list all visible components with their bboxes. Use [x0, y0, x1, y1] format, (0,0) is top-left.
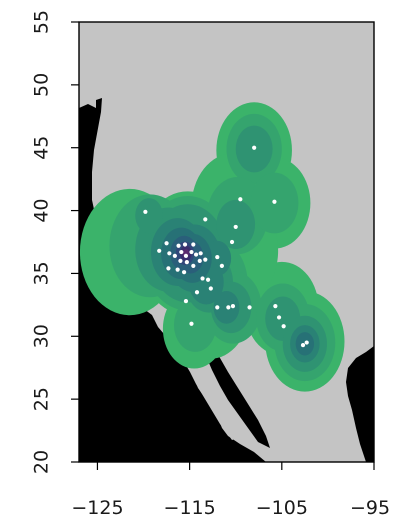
y-tick-label: 50: [31, 73, 53, 97]
observation-point: [172, 253, 177, 258]
plot-border: [78, 21, 375, 463]
observation-point: [183, 253, 189, 258]
observation-point: [238, 197, 243, 202]
observation-point: [272, 199, 277, 204]
observation-point: [193, 252, 199, 257]
observation-point: [219, 263, 224, 268]
observation-point: [226, 305, 231, 310]
plot-area: [79, 22, 374, 462]
observation-point: [197, 258, 202, 263]
y-tick-label: 45: [31, 136, 53, 160]
observation-point: [166, 266, 171, 271]
y-tick-label: 55: [31, 10, 53, 34]
observation-point: [233, 224, 238, 230]
observation-point: [247, 305, 252, 310]
y-tick-label: 25: [31, 387, 53, 411]
pacific-ocean: [79, 22, 266, 462]
observation-point: [191, 263, 196, 268]
observation-points: [143, 145, 309, 348]
observation-point: [200, 276, 205, 281]
observation-point: [181, 270, 187, 275]
observation-point: [175, 267, 180, 272]
observation-point: [179, 249, 184, 255]
observation-point: [273, 304, 278, 309]
observation-point: [203, 257, 208, 262]
observation-point: [184, 260, 189, 265]
observation-point: [215, 305, 220, 310]
observation-point: [252, 145, 257, 150]
observation-point: [300, 342, 306, 348]
observation-point: [189, 249, 194, 255]
observation-point: [215, 254, 220, 260]
observation-point: [189, 321, 194, 326]
observation-point: [167, 251, 172, 256]
y-tick-label: 40: [31, 198, 53, 222]
observation-point: [205, 277, 211, 282]
density-level-3-region: [135, 198, 163, 234]
observation-point: [143, 209, 148, 214]
density-level-3-region: [216, 199, 256, 249]
observation-point: [229, 239, 235, 245]
observation-point: [157, 248, 162, 253]
observation-point: [230, 304, 236, 309]
observation-point: [208, 286, 213, 291]
observation-point: [191, 242, 196, 247]
observation-point: [176, 243, 181, 248]
density-level-5-region: [295, 332, 315, 356]
x-tick-label: −125: [71, 497, 123, 519]
observation-point: [203, 217, 208, 222]
observation-point: [304, 340, 309, 345]
x-tick-label: −95: [350, 497, 390, 519]
observation-point: [182, 242, 188, 247]
x-tick-label: −105: [256, 497, 308, 519]
observation-point: [183, 298, 189, 304]
observation-point: [276, 315, 282, 320]
y-tick-label: 20: [31, 450, 53, 474]
x-tick-label: −115: [164, 497, 216, 519]
y-axis: 20 25 30 35 40 45 50 55: [31, 10, 79, 474]
y-tick-label: 35: [31, 261, 53, 285]
observation-point: [198, 251, 203, 256]
x-axis: −125 −115 −105 −95: [71, 462, 390, 519]
observation-point: [194, 290, 200, 295]
observation-point: [281, 324, 286, 329]
y-tick-label: 30: [31, 324, 53, 348]
gulf-of-mexico: [346, 346, 374, 462]
observation-point: [164, 241, 169, 246]
observation-point: [178, 258, 183, 263]
